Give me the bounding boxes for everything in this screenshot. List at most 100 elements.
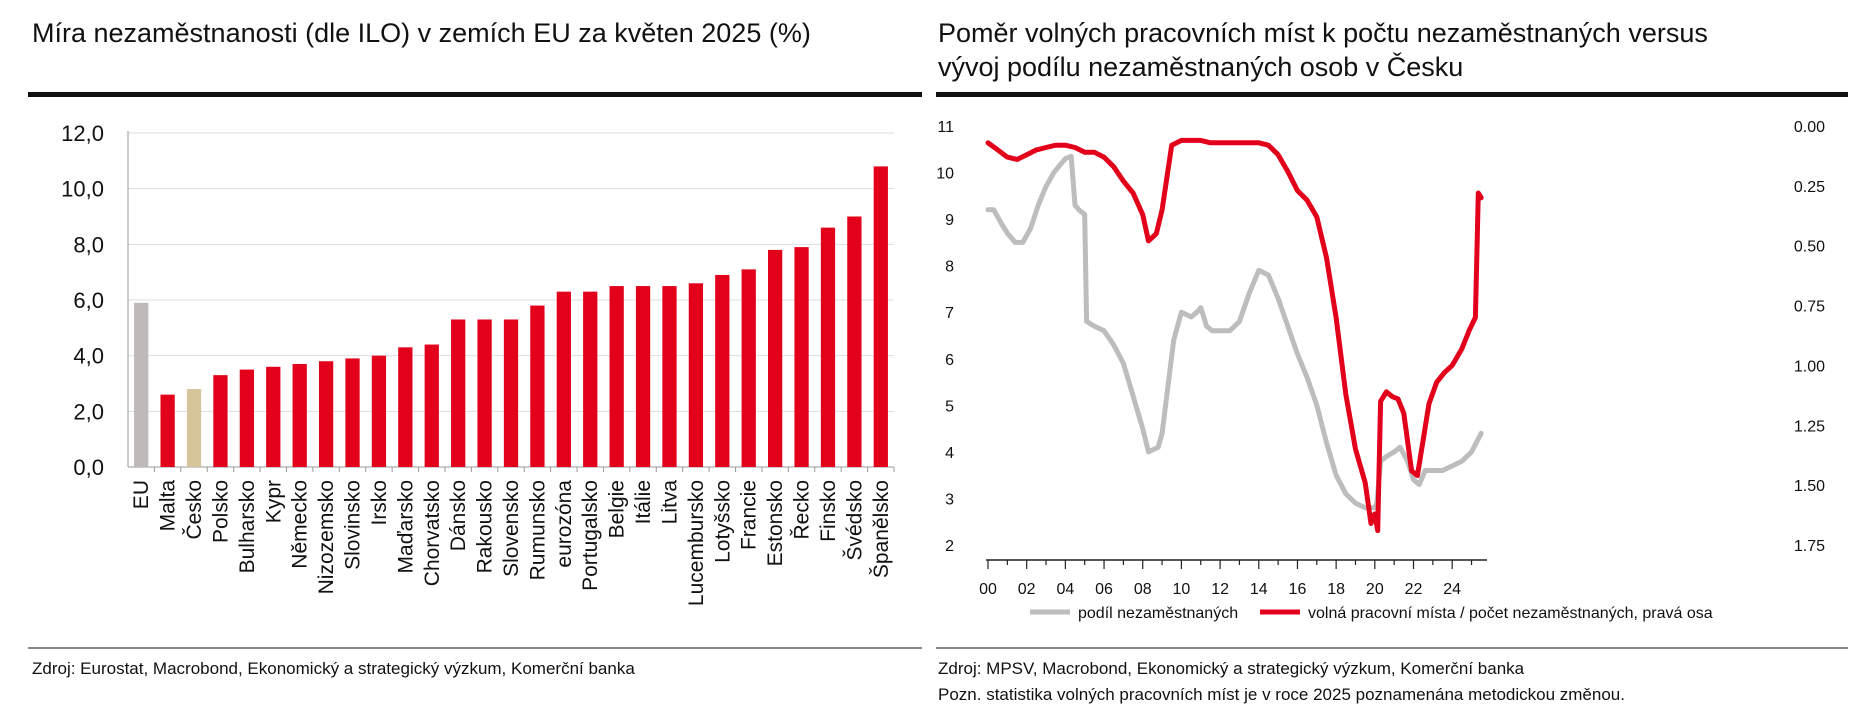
bar-category-label: Česko [183,480,206,540]
bar-category-label: Řecko [791,480,814,540]
line-x-tick-label: 24 [1443,581,1461,598]
left-source-rule [28,647,922,649]
bar-1 [160,394,175,467]
bar-18 [609,286,624,467]
bar-category-label: Španělsko [870,480,893,578]
bar-category-label: Malta [157,480,180,532]
line-left-tick-label: 9 [945,212,954,229]
bar-25 [794,247,809,467]
line-right-tick-label: 0.25 [1794,179,1825,196]
line-right-tick-label: 0.00 [1794,119,1825,136]
right-source-rule [936,647,1848,649]
bar-4 [239,369,254,467]
bar-category-label: Slovinsko [342,480,365,570]
left-source-text: Zdroj: Eurostat, Macrobond, Ekonomický a… [32,659,635,678]
right-chart-title: Poměr volných pracovních míst k počtu ne… [938,16,1858,84]
bar-5 [266,366,281,467]
bar-17 [583,291,598,467]
line-left-tick-label: 3 [945,491,954,508]
line-x-tick-label: 08 [1134,581,1152,598]
line-x-tick-label: 04 [1056,581,1074,598]
bar-27 [847,216,862,467]
bar-13 [477,319,492,467]
line-right-tick-label: 0.50 [1794,239,1825,256]
unemployment-bar-chart: 0,0 2,0 4,0 6,0 8,0 10,0 12,0 EU Malta Česko Polsk… [61,121,895,606]
line-x-tick-label: 22 [1405,581,1423,598]
bar-8 [345,358,360,467]
line-left-tick-label: 10 [936,166,954,183]
line-x-tick-label: 12 [1211,581,1229,598]
bar-y-tick-label: 4,0 [73,344,104,369]
bar-11 [424,344,439,467]
right-source-text: Zdroj: MPSV, Macrobond, Ekonomický a str… [938,659,1525,678]
bar-y-tick-label: 12,0 [61,121,104,146]
legend-label-0: podíl nezaměstnaných [1078,605,1238,622]
bar-category-label: Lucembursko [685,480,708,606]
bar-category-label: Rumunsko [526,480,549,580]
bar-category-label: eurozóna [553,480,576,568]
bar-category-label: Itálie [632,480,655,524]
left-title-rule [28,92,922,97]
bar-y-tick-label: 8,0 [73,232,104,257]
bar-category-label: Litva [658,480,681,525]
line-x-tick-label: 06 [1095,581,1113,598]
line-left-tick-label: 2 [945,538,954,555]
left-chart-title: Míra nezaměstnanosti (dle ILO) v zemích … [32,18,811,48]
bar-0 [134,302,149,467]
bar-21 [688,283,704,467]
bar-category-label: EU [130,480,153,509]
bar-y-tick-label: 0,0 [73,455,104,480]
bar-22 [715,274,730,467]
bar-14 [503,319,519,467]
bar-6 [292,364,307,467]
bar-category-label: Nizozemsko [315,480,338,594]
line-right-tick-label: 1.75 [1794,538,1825,555]
bar-9 [371,355,387,467]
bar-category-label: Slovensko [500,480,523,577]
right-chart-title-line1: Poměr volných pracovních míst k počtu ne… [938,18,1708,48]
bar-category-label: Rakousko [474,480,497,573]
right-title-rule [936,92,1848,97]
line-left-tick-label: 6 [945,352,954,369]
bar-category-label: Belgie [606,480,629,538]
line-left-tick-label: 4 [945,445,954,462]
bar-10 [398,347,413,467]
legend-label-1: volná pracovní místa / počet nezaměstnan… [1308,605,1713,622]
bar-category-label: Chorvatsko [421,480,444,586]
bar-category-label: Dánsko [447,480,470,551]
bar-12 [451,319,466,467]
line-right-tick-label: 0.75 [1794,299,1825,316]
bar-category-label: Maďarsko [394,480,417,573]
bar-category-label: Bulharsko [236,480,259,573]
bar-20 [662,286,677,467]
bar-16 [556,291,571,467]
bar-2 [186,389,202,467]
bar-y-tick-label: 10,0 [61,177,104,202]
line-right-tick-label: 1.25 [1794,418,1825,435]
line-right-tick-label: 1.00 [1794,358,1825,375]
bar-y-tick-label: 6,0 [73,288,104,313]
bar-15 [530,305,545,467]
right-source-block: Zdroj: MPSV, Macrobond, Ekonomický a str… [938,656,1625,708]
bar-category-label: Finsko [817,480,840,542]
series-line-0 [985,153,1484,511]
right-chart-panel: Poměr volných pracovních míst k počtu ne… [930,0,1872,725]
left-chart-panel: Míra nezaměstnanosti (dle ILO) v zemích … [0,0,930,725]
line-x-tick-label: 16 [1289,581,1307,598]
line-left-tick-label: 11 [937,119,954,136]
line-x-tick-label: 00 [979,581,997,598]
bar-category-label: Polsko [209,480,232,543]
bar-category-label: Francie [738,480,761,550]
line-x-tick-label: 10 [1173,581,1191,598]
bar-y-tick-label: 2,0 [73,399,104,424]
bar-category-label: Lotyšsko [711,480,734,563]
line-x-tick-label: 02 [1018,581,1036,598]
bar-23 [741,269,756,467]
bar-3 [213,375,228,467]
bar-category-label: Irsko [368,480,391,526]
bar-category-label: Portugalsko [579,480,602,591]
bar-24 [768,249,783,467]
bar-category-label: Švédsko [843,480,866,561]
line-x-tick-label: 14 [1250,581,1268,598]
right-note-text: Pozn. statistika volných pracovních míst… [938,685,1625,704]
